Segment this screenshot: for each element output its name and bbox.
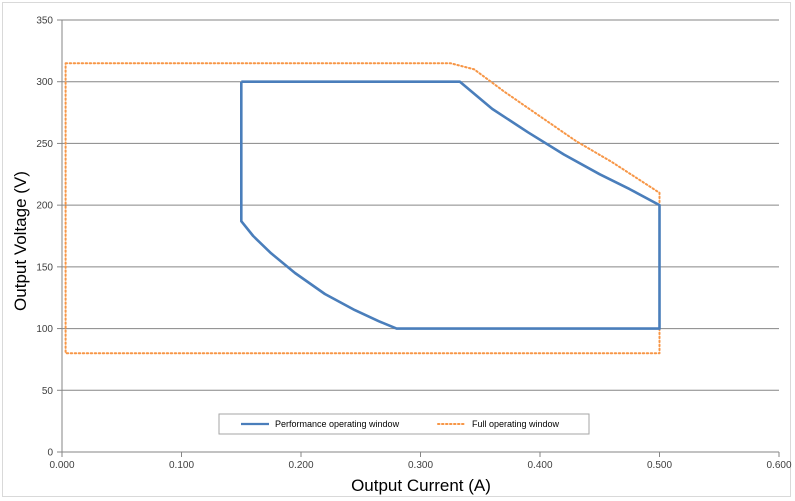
x-tick-label: 0.400 (527, 460, 552, 471)
y-tick-label: 200 (36, 201, 53, 212)
series-layer (64, 62, 661, 355)
legend-label-full: Full operating window (472, 419, 560, 429)
y-tick-label: 50 (42, 386, 54, 397)
axes (57, 19, 780, 457)
gridlines (62, 19, 779, 391)
legend-box (218, 413, 590, 435)
y-tick-label: 0 (47, 448, 53, 459)
tick-labels: 0 50 100 150 200 250 300 350 0.000 0.100 0.200 0.30… (36, 16, 792, 472)
y-tick-label: 100 (36, 324, 53, 335)
x-tick-label: 0.100 (169, 460, 194, 471)
x-tick-label: 0.200 (288, 460, 313, 471)
x-tick-label: 0.000 (49, 460, 74, 471)
series-performance-line (240, 80, 661, 330)
y-tick-label: 250 (36, 139, 53, 150)
x-tick-label: 0.600 (766, 460, 791, 471)
y-axis-title: Output Voltage (V) (11, 171, 30, 311)
series-full-line (64, 62, 661, 355)
legend: Performance operating window Full operat… (218, 413, 590, 435)
x-tick-label: 0.500 (647, 460, 672, 471)
y-tick-label: 350 (36, 16, 53, 27)
legend-label-performance: Performance operating window (275, 419, 400, 429)
y-tick-label: 300 (36, 77, 53, 88)
x-tick-label: 0.300 (408, 460, 433, 471)
y-tick-label: 150 (36, 262, 53, 273)
x-axis-title: Output Current (A) (351, 476, 491, 495)
